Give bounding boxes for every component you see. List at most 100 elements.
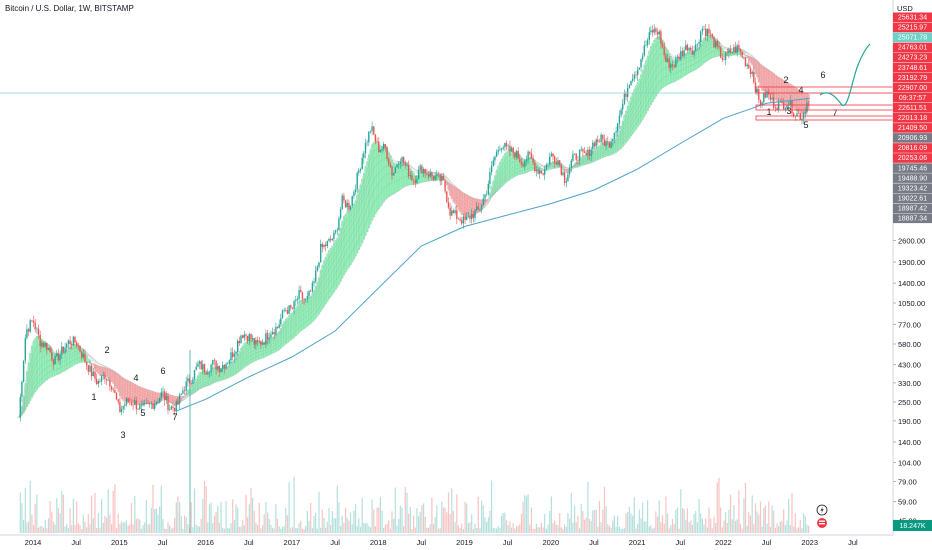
volume-bar: [285, 507, 287, 533]
candle-body: [207, 372, 209, 375]
candle-body: [743, 57, 745, 58]
price-tag: [893, 173, 932, 183]
volume-bar: [535, 523, 537, 533]
volume-bar: [386, 523, 388, 533]
volume-bar: [733, 505, 735, 533]
candle-body: [326, 240, 328, 247]
volume-bar: [459, 528, 461, 533]
volume-bar: [554, 520, 556, 533]
volume-bar: [653, 527, 655, 533]
volume-bar: [92, 517, 94, 533]
candle-body: [389, 164, 392, 167]
volume-bar: [499, 528, 501, 533]
volume-bar: [537, 527, 539, 533]
volume-bar: [321, 509, 323, 533]
volume-bar: [657, 516, 659, 533]
volume-bar: [652, 528, 654, 533]
ribbon-slice: [29, 353, 32, 401]
volume-bar: [247, 517, 249, 533]
volume-bar: [676, 507, 679, 533]
ribbon-slice: [42, 340, 45, 383]
price-axis[interactable]: [893, 0, 932, 550]
volume-bar: [127, 525, 129, 533]
candle-body: [182, 390, 184, 394]
candle-body: [223, 365, 226, 369]
ribbon-slice: [220, 368, 223, 381]
volume-bar: [139, 519, 141, 533]
volume-bar: [524, 494, 526, 533]
volume-bar: [200, 518, 202, 533]
candle-body: [66, 344, 68, 348]
volume-bar: [213, 515, 216, 533]
currency-label: USD: [897, 4, 913, 13]
candle-body: [417, 169, 420, 180]
candle-body: [361, 158, 363, 169]
volume-bar: [637, 523, 639, 533]
volume-bar: [59, 513, 61, 533]
volume-bar: [174, 517, 176, 533]
candle-body: [278, 324, 280, 328]
candle-body: [112, 389, 114, 390]
candle-body: [36, 328, 38, 330]
time-ticks[interactable]: 2014 Jul 2015 Jul 2016 Jul 2017 Jul 2018 Jul 2019 J…: [25, 538, 858, 547]
volume-bar: [501, 515, 503, 533]
candle-body: [431, 172, 433, 176]
lightning-icon[interactable]: [816, 504, 828, 516]
candle-body: [356, 172, 358, 190]
candle-body: [459, 219, 461, 221]
volume-bar: [154, 509, 156, 533]
ribbon-slice: [648, 50, 651, 108]
volume-bar: [335, 518, 337, 533]
volume-bar: [738, 490, 740, 533]
ribbon-slice: [585, 155, 588, 165]
candle-body: [497, 150, 499, 152]
flag-icon[interactable]: [817, 518, 827, 528]
volume-bar: [479, 528, 481, 533]
candle-body: [499, 149, 501, 151]
candle-body: [265, 333, 267, 345]
volume-bar: [243, 525, 245, 533]
candle-body: [56, 353, 58, 356]
candle-body: [276, 326, 279, 328]
candle-body: [127, 398, 129, 403]
volume-bar: [693, 514, 695, 533]
candle-body: [92, 371, 94, 377]
volume-bar: [81, 529, 83, 533]
candle-body: [587, 149, 589, 156]
volume-bar: [69, 508, 71, 533]
volume-bar: [87, 513, 89, 533]
candle-body: [617, 123, 619, 132]
volume-bar: [195, 525, 197, 533]
volume-bar: [252, 497, 254, 533]
volume-bar: [137, 518, 139, 533]
volume-bar: [796, 528, 798, 533]
volume-bar: [562, 528, 564, 533]
ribbon-slice: [698, 47, 701, 68]
ribbon-slice: [595, 147, 598, 161]
candle-body: [547, 164, 549, 166]
volume-bar: [278, 526, 280, 533]
ribbon-slice: [419, 172, 422, 183]
candle-body: [117, 399, 119, 402]
candle-body: [243, 334, 245, 338]
volume-bar: [145, 500, 147, 533]
volume-bar: [532, 528, 534, 533]
volume-bar: [33, 525, 35, 533]
ribbon-slice: [203, 370, 206, 387]
volume-bar: [270, 524, 272, 533]
ribbon-slice: [500, 159, 503, 187]
price-tag-label: 25215.97: [898, 25, 927, 32]
candle-body: [519, 158, 521, 163]
volume-bar: [597, 526, 599, 533]
candle-body: [212, 360, 214, 365]
candle-body: [336, 229, 338, 231]
volume-bar: [84, 521, 86, 533]
candle-body: [67, 340, 70, 345]
volume-bar: [507, 525, 509, 533]
ribbon-slice: [530, 157, 533, 171]
volume-bar: [398, 519, 400, 533]
candle-body: [293, 301, 295, 309]
candle-body: [487, 184, 489, 195]
volume-bar: [481, 500, 483, 533]
